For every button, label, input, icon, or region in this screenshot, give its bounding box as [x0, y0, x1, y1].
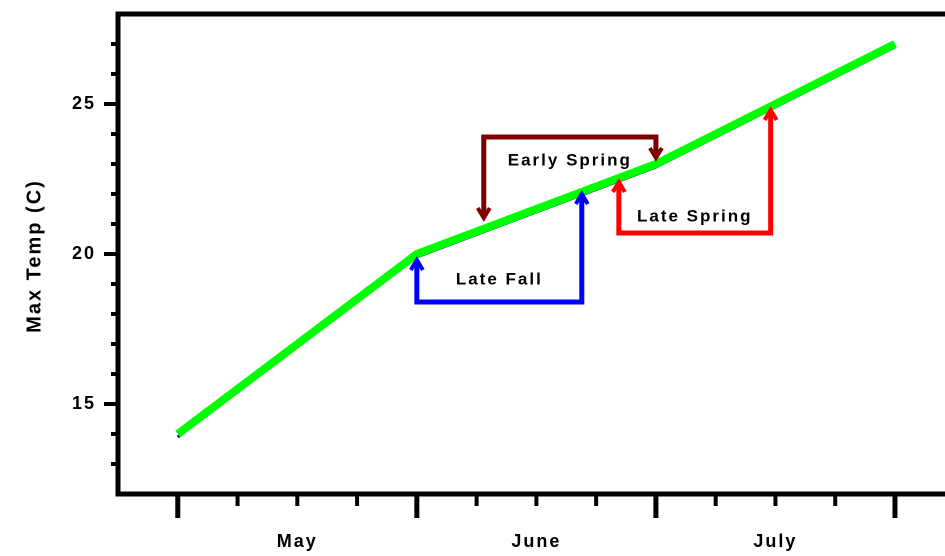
arrow-head	[611, 178, 627, 194]
x-tick-label: July	[753, 531, 797, 551]
y-tick-label: 15	[72, 393, 96, 413]
y-tick-label: 25	[72, 93, 96, 113]
y-tick-label: 20	[72, 243, 96, 263]
y-axis-label: Max Temp (C)	[23, 179, 45, 333]
annotation-bracket	[616, 110, 774, 236]
arrow-head	[574, 190, 590, 206]
annotation-label: Late Spring	[637, 206, 753, 225]
line	[175, 40, 897, 438]
annotation-label: Early Spring	[508, 150, 632, 169]
x-tick-label: June	[511, 531, 561, 551]
arrow-head	[409, 256, 425, 272]
annotation-label: Late Fall	[456, 269, 543, 288]
arrow-head	[648, 146, 664, 162]
annotation-bracket	[481, 134, 659, 218]
line-shadow	[176, 45, 896, 439]
plot-frame	[115, 11, 945, 497]
annotation-bracket	[414, 194, 585, 305]
arrow-head	[762, 106, 779, 122]
x-tick-label: May	[277, 531, 318, 551]
arrow-head	[476, 206, 492, 222]
